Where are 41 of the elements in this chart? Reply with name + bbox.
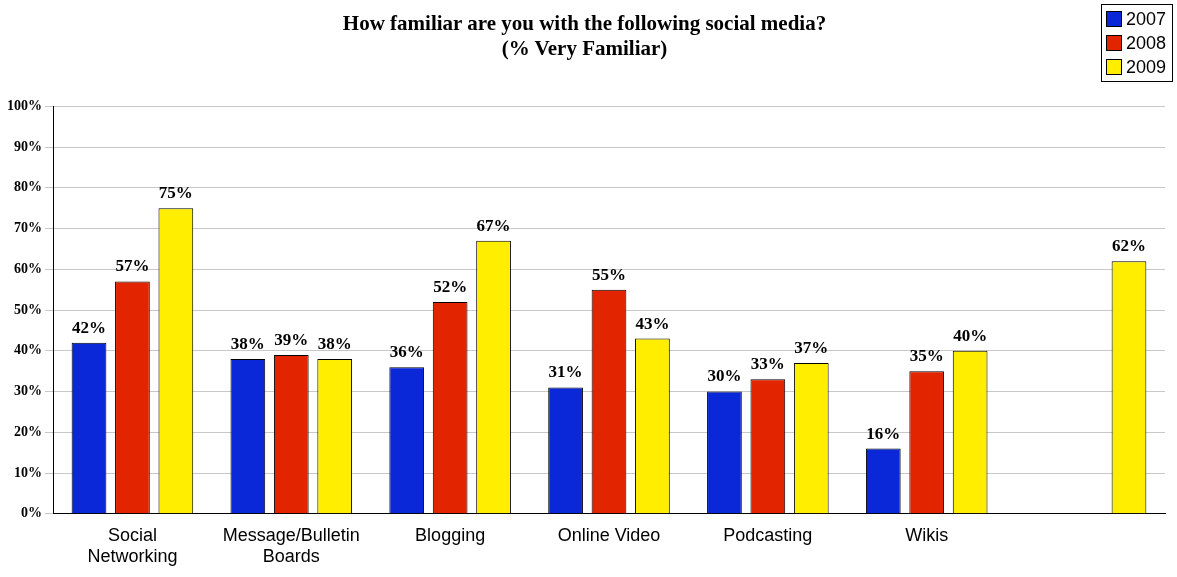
chart-subtitle: (% Very Familiar) — [501, 36, 668, 61]
y-tick-label: 100% — [7, 98, 42, 114]
data-label: 67% — [476, 215, 511, 235]
x-tick-label: Message/Bulletin Boards — [222, 524, 360, 567]
data-label: 39% — [274, 329, 309, 349]
y-tick-label: 40% — [14, 342, 42, 358]
y-tick-label: 0% — [21, 505, 42, 521]
y-tick-label: 10% — [14, 464, 42, 480]
data-label: 75% — [158, 183, 193, 203]
data-label: 52% — [433, 276, 468, 296]
y-tick-label: 80% — [14, 179, 42, 195]
y-tick-label: 90% — [14, 138, 42, 154]
data-label: 16% — [866, 423, 901, 443]
data-label: 35% — [909, 346, 944, 366]
data-label: 38% — [230, 333, 265, 353]
data-label: 37% — [794, 337, 829, 357]
x-tick-label: Blogging — [415, 524, 486, 545]
data-label: 31% — [548, 362, 583, 382]
data-label: 55% — [592, 264, 626, 284]
data-label: 42% — [72, 317, 107, 337]
legend-label: 2008 — [1125, 32, 1166, 54]
chart-title: How familiar are you with the following social media? — [342, 11, 827, 36]
data-label: 62% — [1111, 236, 1146, 256]
x-tick-label: Podcasting — [723, 524, 813, 545]
y-tick-label: 70% — [14, 220, 42, 236]
y-tick-label: 20% — [14, 423, 42, 439]
legend-label: 2009 — [1125, 56, 1166, 78]
data-label: 43% — [635, 313, 670, 333]
x-tick-label: Wikis — [905, 524, 949, 545]
data-label: 57% — [115, 256, 150, 276]
data-label: 38% — [317, 333, 352, 353]
x-tick-label: Social Networking — [87, 524, 178, 567]
y-tick-label: 50% — [14, 301, 42, 317]
legend-label: 2007 — [1125, 8, 1166, 30]
data-label: 33% — [750, 354, 785, 374]
y-tick-label: 60% — [14, 260, 42, 276]
data-label: 36% — [389, 342, 424, 362]
y-tick-label: 30% — [14, 383, 42, 399]
data-label: 30% — [707, 366, 742, 386]
x-tick-label: Online Video — [557, 524, 661, 545]
data-label: 40% — [953, 325, 988, 345]
